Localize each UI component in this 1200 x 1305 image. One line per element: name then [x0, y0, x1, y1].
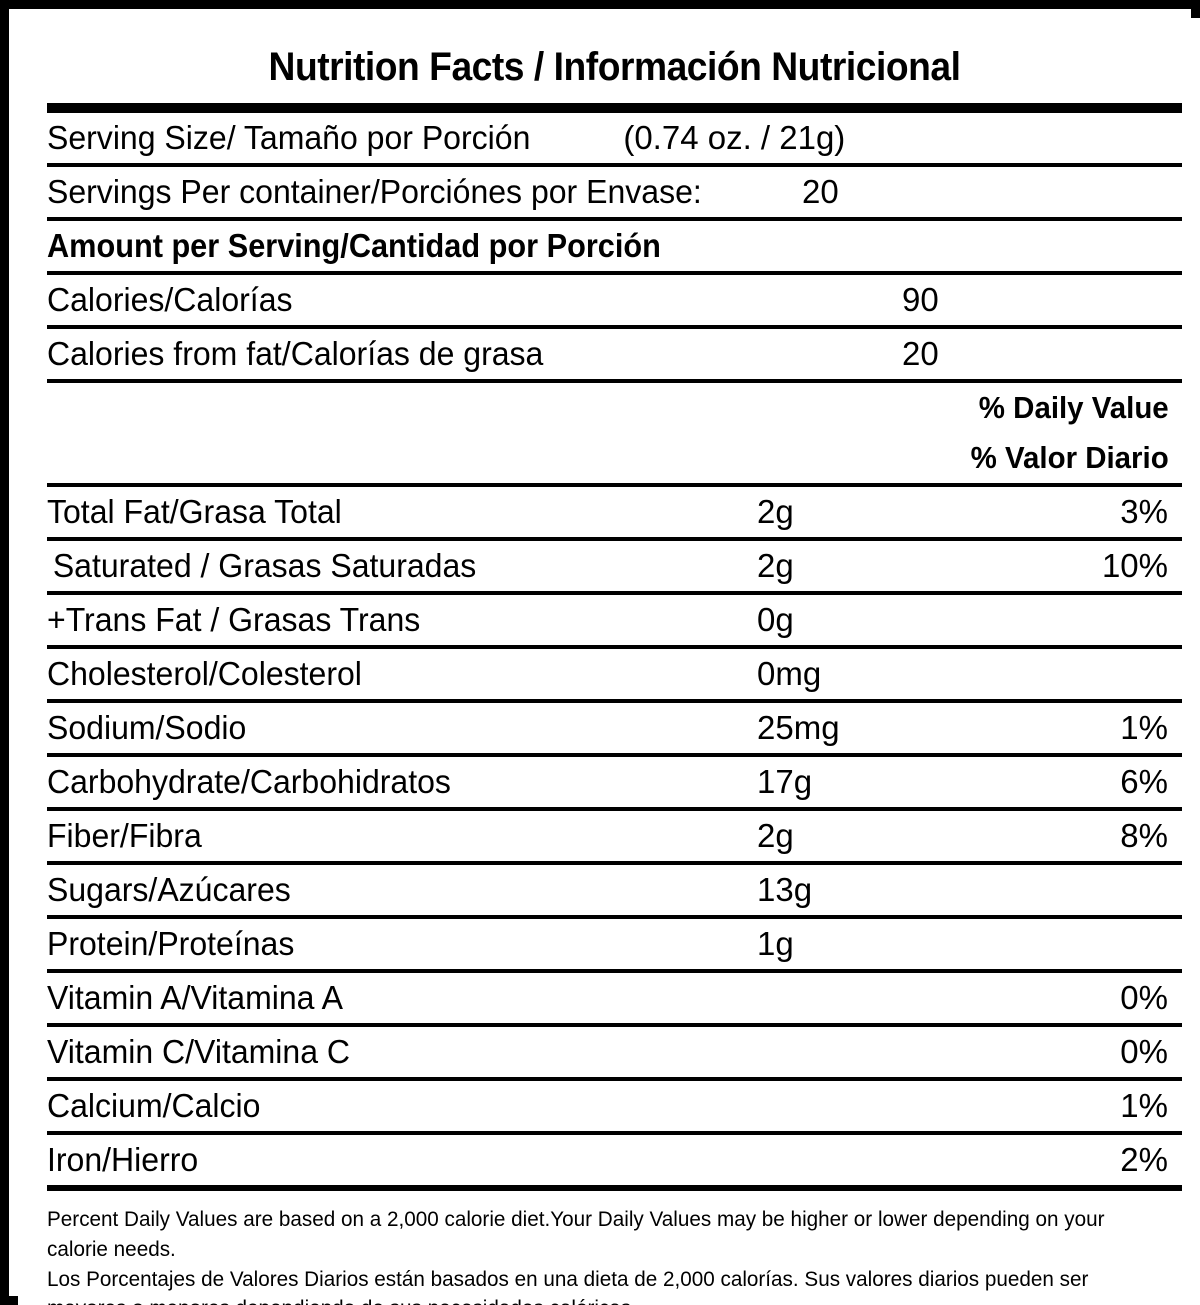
calories-label: Calories/Calorías — [47, 281, 293, 318]
divider-after-serving-size — [47, 163, 1182, 167]
nutrient-amount: 2g — [757, 817, 794, 854]
divider-under-daily-value-header — [47, 483, 1182, 487]
nutrient-label: Carbohydrate/Carbohidratos — [47, 763, 451, 800]
nutrition-facts-panel: Nutrition Facts / Información Nutriciona… — [47, 35, 1182, 1305]
nutrient-percent: 3% — [1120, 493, 1168, 530]
table-row: Vitamin C/Vitamina C 0% — [47, 1027, 1182, 1077]
row-divider — [47, 1077, 1182, 1081]
table-row: Calcium/Calcio 1% — [47, 1081, 1182, 1131]
nutrient-percent: 10% — [1101, 547, 1168, 584]
nutrient-label: Sodium/Sodio — [47, 709, 247, 746]
label-inner-border: Nutrition Facts / Información Nutriciona… — [18, 18, 1200, 1305]
nutrient-label: Vitamin A/Vitamina A — [47, 979, 343, 1016]
divider-after-amount-header — [47, 271, 1182, 275]
calories-from-fat-label: Calories from fat/Calorías de grasa — [47, 335, 544, 372]
divider-under-title — [47, 103, 1182, 113]
servings-per-container-label: Servings Per container/Porciónes por Env… — [47, 173, 702, 210]
nutrient-label: Total Fat/Grasa Total — [47, 493, 342, 530]
table-row: Saturated / Grasas Saturadas 2g 10% — [47, 541, 1182, 591]
divider-after-servings — [47, 217, 1182, 221]
footnote-spanish: Los Porcentajes de Valores Diarios están… — [47, 1267, 1089, 1305]
nutrient-label: Calcium/Calcio — [47, 1087, 261, 1124]
footnote-block: Percent Daily Values are based on a 2,00… — [47, 1191, 1165, 1305]
nutrient-percent: 1% — [1120, 1087, 1168, 1124]
table-row: Fiber/Fibra 2g 8% — [47, 811, 1182, 861]
calories-value: 90 — [902, 281, 939, 318]
nutrient-percent: 8% — [1120, 817, 1168, 854]
nutrient-label: Sugars/Azúcares — [47, 871, 291, 908]
table-row: Vitamin A/Vitamina A 0% — [47, 973, 1182, 1023]
row-divider — [47, 645, 1182, 649]
row-divider — [47, 807, 1182, 811]
nutrient-percent: 1% — [1120, 709, 1168, 746]
table-row: Sugars/Azúcares 13g — [47, 865, 1182, 915]
nutrient-amount: 0g — [757, 601, 794, 638]
row-divider — [47, 699, 1182, 703]
table-row: Cholesterol/Colesterol 0mg — [47, 649, 1182, 699]
daily-value-header-english: % Daily Value — [978, 390, 1169, 425]
serving-size-row: Serving Size/ Tamaño por Porción (0.74 o… — [47, 113, 1182, 163]
row-divider — [47, 969, 1182, 973]
daily-value-header-spanish: % Valor Diario — [970, 440, 1169, 475]
nutrient-label: Cholesterol/Colesterol — [47, 655, 362, 692]
row-divider — [47, 915, 1182, 919]
nutrient-amount: 0mg — [757, 655, 822, 692]
nutrient-label: Saturated / Grasas Saturadas — [52, 547, 477, 584]
table-row: Iron/Hierro 2% — [47, 1135, 1182, 1185]
nutrient-percent: 0% — [1120, 979, 1168, 1016]
nutrient-amount: 2g — [757, 493, 794, 530]
panel-title: Nutrition Facts / Información Nutriciona… — [268, 45, 961, 89]
row-divider — [47, 591, 1182, 595]
servings-per-container-row: Servings Per container/Porciónes por Env… — [47, 167, 1182, 217]
row-divider — [47, 861, 1182, 865]
table-row: Total Fat/Grasa Total 2g 3% — [47, 487, 1182, 537]
row-divider — [47, 1023, 1182, 1027]
serving-size-value: (0.74 oz. / 21g) — [623, 119, 846, 156]
nutrient-amount: 1g — [757, 925, 794, 962]
nutrient-percent: 6% — [1120, 763, 1168, 800]
row-divider — [47, 1131, 1182, 1135]
nutrient-amount: 13g — [757, 871, 813, 908]
nutrient-label: +Trans Fat / Grasas Trans — [47, 601, 421, 638]
row-divider — [47, 537, 1182, 541]
amount-per-serving-header: Amount per Serving/Cantidad por Porción — [47, 227, 661, 264]
nutrient-label: Protein/Proteínas — [47, 925, 295, 962]
calories-from-fat-row: Calories from fat/Calorías de grasa 20 — [47, 329, 1182, 379]
nutrient-amount: 17g — [757, 763, 813, 800]
nutrient-amount: 25mg — [757, 709, 840, 746]
table-row: Sodium/Sodio 25mg 1% — [47, 703, 1182, 753]
calories-from-fat-value: 20 — [902, 335, 939, 372]
nutrient-amount: 2g — [757, 547, 794, 584]
serving-size-label: Serving Size/ Tamaño por Porción — [47, 119, 531, 156]
calories-row: Calories/Calorías 90 — [47, 275, 1182, 325]
servings-per-container-value: 20 — [802, 173, 839, 210]
row-divider — [47, 753, 1182, 757]
nutrient-label: Iron/Hierro — [47, 1141, 199, 1178]
daily-value-header-block: % Daily Value % Valor Diario — [47, 383, 1182, 483]
divider-after-calories — [47, 325, 1182, 329]
amount-per-serving-header-row: Amount per Serving/Cantidad por Porción — [47, 221, 1182, 271]
nutrient-label: Vitamin C/Vitamina C — [47, 1033, 351, 1070]
divider-after-calories-from-fat — [47, 379, 1182, 383]
divider-before-footnote — [47, 1185, 1182, 1191]
nutrient-label: Fiber/Fibra — [47, 817, 202, 854]
nutrient-percent: 2% — [1120, 1141, 1168, 1178]
table-row: Carbohydrate/Carbohidratos 17g 6% — [47, 757, 1182, 807]
table-row: Protein/Proteínas 1g — [47, 919, 1182, 969]
footnote-english: Percent Daily Values are based on a 2,00… — [47, 1208, 1105, 1261]
table-row: +Trans Fat / Grasas Trans 0g — [47, 595, 1182, 645]
nutrient-percent: 0% — [1120, 1033, 1168, 1070]
